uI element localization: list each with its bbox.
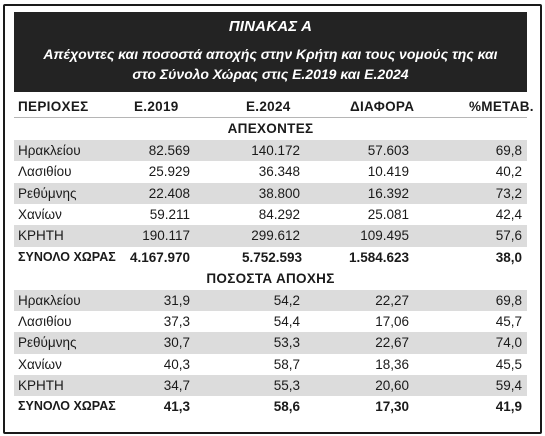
region-name: ΣΥΝΟΛΟ ΧΩΡΑΣ <box>18 249 116 264</box>
region-name: Λασιθίου <box>18 313 72 329</box>
value-difference: 22,67 <box>375 335 409 351</box>
value-percent-change: 42,4 <box>495 206 522 222</box>
table-row: Χανίων 40,3 58,7 18,36 45,5 <box>14 354 527 375</box>
value-difference: 1.584.623 <box>349 249 410 265</box>
value-e2024: 299.612 <box>251 228 300 244</box>
value-e2024: 54,2 <box>273 292 300 308</box>
value-e2019: 41,3 <box>163 399 190 415</box>
section-title: ΠΟΣΟΣΤΑ ΑΠΟΧΗΣ <box>206 271 335 287</box>
table-row-total: ΣΥΝΟΛΟ ΧΩΡΑΣ 41,3 58,6 17,30 41,9 <box>14 396 527 417</box>
column-header-percent-change: %ΜΕΤΑΒ. <box>469 99 534 114</box>
value-difference: 18,36 <box>375 356 409 372</box>
column-header-e2019: Ε.2019 <box>134 99 179 114</box>
value-difference: 17,30 <box>375 399 409 415</box>
table-subtitle: Απέχοντες και ποσοστά αποχής στην Κρήτη … <box>14 44 527 84</box>
value-percent-change: 40,2 <box>495 164 522 180</box>
value-percent-change: 74,0 <box>495 335 522 351</box>
value-e2019: 59.211 <box>149 206 190 222</box>
region-name: Ρεθύμνης <box>18 335 77 351</box>
column-header-row: ΠΕΡΙΟΧΕΣ Ε.2019 Ε.2024 ΔΙΑΦΟΡΑ %ΜΕΤΑΒ. <box>14 96 534 119</box>
value-difference: 20,60 <box>375 378 409 394</box>
value-e2024: 58,6 <box>273 399 300 415</box>
table-row: ΚΡΗΤΗ 190.117 299.612 109.495 57,6 <box>14 225 527 247</box>
table-row: Ηρακλείου 82.569 140.172 57.603 69,8 <box>14 139 527 162</box>
value-e2019: 190.117 <box>142 228 190 244</box>
table-subtitle-line-1: Απέχοντες και ποσοστά αποχής στην Κρήτη … <box>43 46 498 62</box>
value-e2019: 37,3 <box>163 313 190 329</box>
value-e2019: 31,9 <box>163 292 190 308</box>
value-difference: 57.603 <box>367 142 409 158</box>
value-e2019: 22.408 <box>148 185 190 201</box>
region-name: ΚΡΗΤΗ <box>18 228 64 244</box>
region-name: Ηρακλείου <box>18 292 81 308</box>
value-difference: 17,06 <box>375 313 409 329</box>
table-row: Ηρακλείου 31,9 54,2 22,27 69,8 <box>14 289 527 311</box>
value-percent-change: 38,0 <box>495 249 522 265</box>
value-e2024: 55,3 <box>273 378 300 394</box>
value-percent-change: 45,7 <box>495 313 522 329</box>
table-row: ΚΡΗΤΗ 34,7 55,3 20,60 59,4 <box>14 375 527 397</box>
table-row: Ρεθύμνης 22.408 38.800 16.392 73,2 <box>14 182 527 204</box>
value-difference: 10.419 <box>367 164 409 180</box>
value-e2024: 58,7 <box>273 356 300 372</box>
column-header-e2024: Ε.2024 <box>246 99 291 114</box>
table-row-total: ΣΥΝΟΛΟ ΧΩΡΑΣ 4.167.970 5.752.593 1.584.6… <box>14 247 527 268</box>
table-header: ΠΙΝΑΚΑΣ Α Απέχοντες και ποσοστά αποχής σ… <box>14 12 527 92</box>
value-e2019: 34,7 <box>163 378 190 394</box>
value-difference: 22,27 <box>375 292 409 308</box>
value-e2024: 84.292 <box>258 206 300 222</box>
region-name: Ρεθύμνης <box>18 185 77 201</box>
table-frame: ΠΙΝΑΚΑΣ Α Απέχοντες και ποσοστά αποχής σ… <box>3 4 542 434</box>
value-difference: 25.081 <box>367 206 409 222</box>
table-row: Ρεθύμνης 30,7 53,3 22,67 74,0 <box>14 332 527 354</box>
section-title-abstainers: ΑΠΕΧΟΝΤΕΣ <box>14 118 527 139</box>
region-name: Χανίων <box>18 206 62 222</box>
value-e2024: 140.172 <box>251 142 300 158</box>
region-name: ΚΡΗΤΗ <box>18 378 64 394</box>
value-e2024: 36.348 <box>258 164 300 180</box>
table-row: Λασιθίου 25.929 36.348 10.419 40,2 <box>14 161 527 182</box>
value-e2024: 53,3 <box>273 335 300 351</box>
value-e2024: 38.800 <box>258 185 300 201</box>
table-title: ΠΙΝΑΚΑΣ Α <box>228 18 313 35</box>
value-e2024: 54,4 <box>273 313 300 329</box>
value-difference: 109.495 <box>360 228 409 244</box>
region-name: Λασιθίου <box>18 164 72 180</box>
value-e2019: 30,7 <box>163 335 190 351</box>
value-percent-change: 73,2 <box>495 185 522 201</box>
value-e2019: 40,3 <box>163 356 190 372</box>
column-header-difference: ΔΙΑΦΟΡΑ <box>350 99 415 114</box>
value-e2019: 25.929 <box>148 164 190 180</box>
table-subtitle-line-2: στο Σύνολο Χώρας στις Ε.2019 και Ε.2024 <box>132 66 409 82</box>
data-table: ΠΕΡΙΟΧΕΣ Ε.2019 Ε.2024 ΔΙΑΦΟΡΑ %ΜΕΤΑΒ. Α… <box>14 96 534 418</box>
value-e2024: 5.752.593 <box>242 249 303 265</box>
region-name: Ηρακλείου <box>18 142 81 158</box>
region-name: ΣΥΝΟΛΟ ΧΩΡΑΣ <box>18 399 116 414</box>
value-e2019: 82.569 <box>148 142 190 158</box>
table-row: Λασιθίου 37,3 54,4 17,06 45,7 <box>14 311 527 332</box>
column-header-regions: ΠΕΡΙΟΧΕΣ <box>18 99 89 114</box>
value-percent-change: 69,8 <box>495 292 522 308</box>
value-difference: 16.392 <box>367 185 409 201</box>
value-percent-change: 57,6 <box>495 228 522 244</box>
section-title-abstention-rates: ΠΟΣΟΣΤΑ ΑΠΟΧΗΣ <box>14 268 527 289</box>
section-title: ΑΠΕΧΟΝΤΕΣ <box>227 121 314 137</box>
region-name: Χανίων <box>18 356 62 372</box>
table-row: Χανίων 59.211 84.292 25.081 42,4 <box>14 204 527 225</box>
value-percent-change: 41,9 <box>495 399 522 415</box>
value-e2019: 4.167.970 <box>129 249 190 265</box>
value-percent-change: 59,4 <box>495 378 522 394</box>
value-percent-change: 69,8 <box>495 142 522 158</box>
value-percent-change: 45,5 <box>495 356 522 372</box>
